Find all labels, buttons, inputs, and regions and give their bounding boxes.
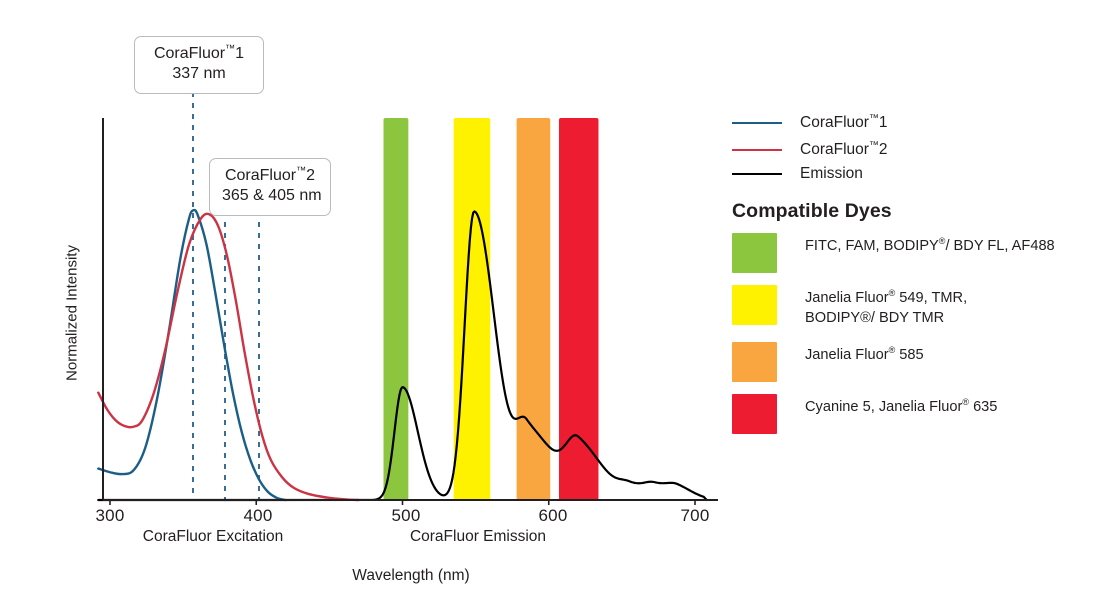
band-red	[558, 118, 599, 500]
x-tick-label-700: 700	[680, 506, 710, 525]
region-label-excitation: CoraFluor Excitation	[142, 528, 284, 545]
dye-label-yellow-line2: BODIPY®/ BDY TMR	[805, 310, 945, 327]
legend-line-swatch-emission	[732, 173, 782, 175]
x-tick-label-500: 500	[391, 506, 421, 525]
excitation-spectrum-curve-2	[97, 212, 360, 502]
spectra-plot: 300 400 500 600 700 CoraFluor Excitation…	[63, 36, 718, 584]
emission-filter-bands	[383, 118, 599, 500]
x-axis-ticks	[109, 500, 696, 505]
x-tick-label-400: 400	[243, 506, 273, 525]
legend-item-emission: Emission	[732, 165, 863, 183]
legend-panel: CoraFluor™1 CoraFluor™2 Emission Compati…	[732, 0, 1110, 612]
legend-line-swatch-corafluor2	[732, 149, 782, 151]
y-axis-title: Normalized Intensity	[63, 245, 81, 381]
excitation-marker-lines	[192, 92, 260, 500]
excitation-spectrum-curve-1	[97, 208, 287, 502]
dye-label-red: Cyanine 5, Janelia Fluor® 635	[805, 397, 998, 415]
dye-item-orange: Janelia Fluor® 585	[732, 342, 924, 382]
band-orange	[516, 118, 551, 500]
legend-item-corafluor2: CoraFluor™2	[732, 139, 888, 159]
legend-line-swatch-corafluor1	[732, 122, 782, 124]
x-axis-title: Wavelength (nm)	[352, 567, 470, 584]
dye-label-orange: Janelia Fluor® 585	[805, 345, 924, 363]
corafluor1-callout: CoraFluor™1 337 nm	[134, 36, 264, 94]
dye-color-swatch-yellow	[732, 285, 777, 325]
dye-color-swatch-red	[732, 394, 777, 434]
spectra-curves	[97, 208, 708, 502]
dye-item-green: FITC, FAM, BODIPY®/ BDY FL, AF488	[732, 233, 1055, 273]
legend-label-corafluor1: CoraFluor™1	[800, 112, 888, 131]
dye-item-red: Cyanine 5, Janelia Fluor® 635	[732, 394, 997, 434]
dye-color-swatch-green	[732, 233, 777, 273]
dye-label-yellow: Janelia Fluor® 549, TMR, BODIPY®/ BDY TMR	[805, 285, 967, 328]
callout-two-line1: CoraFluor™2	[224, 165, 316, 184]
corafluor2-callout: CoraFluor™2 365 & 405 nm	[209, 158, 331, 216]
band-green	[383, 118, 409, 500]
callout-one-line2: 337 nm	[172, 65, 226, 83]
legend-label-corafluor2: CoraFluor™2	[800, 139, 888, 158]
legend-item-corafluor1: CoraFluor™1	[732, 112, 888, 132]
dye-label-green: FITC, FAM, BODIPY®/ BDY FL, AF488	[805, 236, 1055, 254]
emission-spectrum-curve	[97, 210, 708, 502]
band-yellow	[453, 118, 491, 500]
callout-one-line1: CoraFluor™1	[153, 43, 245, 62]
dye-item-yellow: Janelia Fluor® 549, TMR, BODIPY®/ BDY TMR	[732, 285, 967, 328]
dye-color-swatch-orange	[732, 342, 777, 382]
legend-label-emission: Emission	[800, 165, 863, 182]
region-label-emission: CoraFluor Emission	[409, 528, 547, 545]
compatible-dyes-title: Compatible Dyes	[732, 200, 892, 222]
x-tick-label-300: 300	[95, 506, 125, 525]
x-tick-label-600: 600	[538, 506, 568, 525]
plot-svg	[97, 92, 718, 505]
callout-two-line2: 365 & 405 nm	[222, 187, 322, 205]
